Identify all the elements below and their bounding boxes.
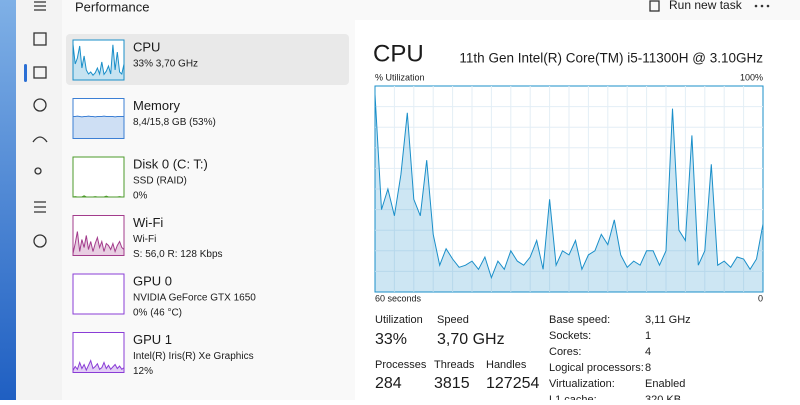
stat-value: 284 [375, 375, 402, 392]
thumb-line [72, 359, 125, 372]
processes-icon[interactable] [33, 32, 47, 46]
y-label: % Utilization [375, 72, 425, 82]
menu-icon[interactable] [34, 1, 46, 11]
item-detail: 0% (46 °C) [133, 308, 182, 319]
item-detail: Wi-Fi [133, 234, 156, 245]
stat-value: 3,70 GHz [437, 331, 505, 348]
x-right-label: 0 [758, 293, 763, 303]
spec-label: Sockets: [549, 330, 591, 342]
startup-icon[interactable] [32, 136, 48, 143]
header-title: Performance [75, 0, 149, 14]
run-task[interactable]: Run new task [669, 0, 743, 12]
item-name[interactable]: Wi-Fi [133, 215, 163, 230]
spec-value: 3,11 GHz [645, 314, 691, 326]
stat-label: Speed [437, 314, 469, 326]
item-detail: 12% [133, 366, 153, 377]
nav[interactable] [24, 1, 48, 248]
spec-value: 1 [645, 330, 651, 342]
spec-label: L1 cache: [549, 394, 597, 400]
item-detail: S: 56,0 R: 128 Kbps [133, 249, 223, 260]
item-name[interactable]: Memory [133, 98, 180, 113]
detail-title: CPU [373, 40, 424, 67]
spec-label: Virtualization: [549, 378, 615, 390]
thumb-line [72, 195, 124, 198]
stat-label: Handles [486, 359, 527, 371]
thumb-box [72, 98, 125, 139]
nav-indicator [24, 64, 27, 82]
thumb-area [73, 116, 124, 139]
item-detail: 8,4/15,8 GB (53%) [133, 117, 216, 128]
history-icon[interactable] [33, 98, 47, 112]
item-detail: 0% [133, 191, 148, 202]
performance-icon[interactable] [33, 66, 47, 79]
thumb-box [72, 215, 125, 256]
spec-label: Cores: [549, 346, 581, 358]
run-task-icon[interactable] [649, 0, 660, 12]
thumb-box [72, 156, 125, 198]
thumb-box [72, 39, 125, 81]
spec-value: 320 KB [645, 394, 681, 400]
users-icon[interactable] [34, 167, 42, 175]
thumb-line [72, 231, 125, 254]
stat-label: Processes [375, 359, 427, 371]
item-name[interactable]: GPU 0 [133, 273, 172, 288]
stat-value: 3815 [434, 375, 470, 392]
spec-label: Base speed: [549, 314, 610, 326]
item-detail: Intel(R) Iris(R) Xe Graphics [133, 351, 254, 362]
services-icon[interactable] [33, 234, 47, 248]
cpu-area [375, 94, 763, 292]
spec-value: Enabled [645, 378, 685, 390]
details-icon[interactable] [34, 201, 46, 213]
item-detail: 33% 3,70 GHz [133, 59, 198, 70]
item-detail: NVIDIA GeForce GTX 1650 [133, 293, 256, 304]
item-detail: SSD (RAID) [133, 176, 187, 187]
item-name[interactable]: GPU 1 [133, 332, 172, 347]
cpu-line [374, 94, 764, 280]
spec-value: 8 [645, 362, 651, 374]
stat-value: 33% [375, 331, 407, 348]
y-max-label: 100% [740, 72, 763, 82]
selected-item[interactable] [66, 34, 349, 85]
stat-label: Utilization [375, 314, 423, 326]
thumb-box [72, 273, 125, 315]
item-name[interactable]: Disk 0 (C: T:) [133, 156, 208, 171]
stat-label: Threads [434, 359, 475, 371]
wallpaper [0, 0, 16, 400]
more[interactable] [754, 4, 770, 8]
x-left-label: 60 seconds [375, 293, 422, 303]
spec-value: 4 [645, 346, 651, 358]
spec-label: Logical processors: [549, 362, 644, 374]
thumb-line [72, 43, 125, 76]
cpu-model: 11th Gen Intel(R) Core(TM) i5-11300H @ 3… [459, 51, 763, 66]
item-name[interactable]: CPU [133, 39, 160, 54]
stat-value: 127254 [486, 375, 539, 392]
thumb-line [73, 115, 124, 118]
